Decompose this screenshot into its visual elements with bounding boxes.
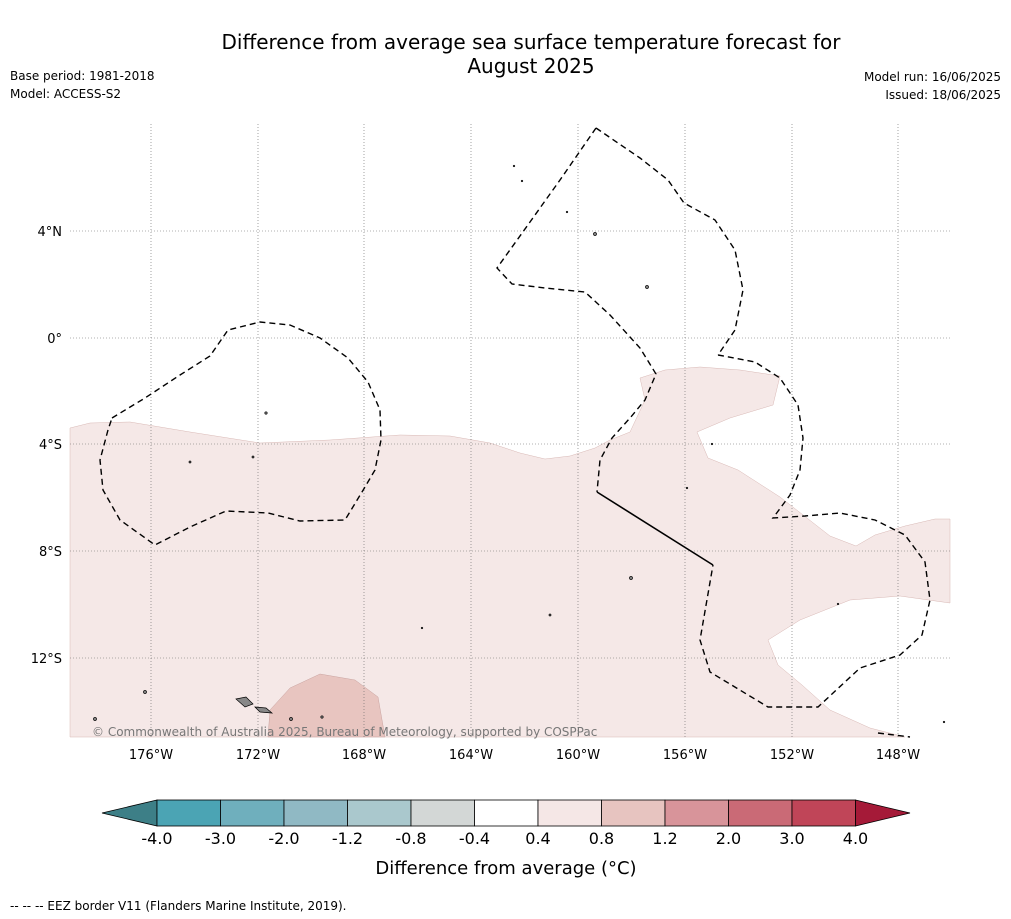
lat-tick-label: 12°S: [31, 652, 62, 667]
eez-border-solid: [596, 491, 714, 566]
colorbar-segment: [537, 799, 602, 827]
island-dot: [645, 285, 649, 289]
lon-tick-label: 160°W: [556, 748, 600, 763]
island-dot: [629, 576, 633, 580]
lat-tick-label: 4°S: [39, 438, 62, 453]
lon-tick-label: 164°W: [449, 748, 493, 763]
colorbar-extend-low: [101, 799, 158, 827]
colorbar-tick-label: -1.2: [332, 829, 363, 848]
island-dot: [548, 613, 552, 617]
lon-tick-label: 176°W: [129, 748, 173, 763]
colorbar-label: Difference from average (°C): [375, 858, 636, 879]
island-dot: [942, 720, 946, 724]
colorbar-segment: [728, 799, 793, 827]
island-dot: [420, 626, 424, 630]
colorbar-tick-label: 1.2: [652, 829, 677, 848]
island-dot: [836, 602, 840, 606]
island-dot: [188, 460, 192, 464]
island-samoa-small: [254, 706, 274, 714]
lon-tick-label: 156°W: [663, 748, 707, 763]
colorbar-segment: [664, 799, 729, 827]
island-dot: [264, 411, 268, 415]
lon-tick-label: 168°W: [342, 748, 386, 763]
colorbar: -4.0 -3.0 -2.0 -1.2 -0.8 -0.4 0.4 0.8 1.2 2.0 3.0 4…: [101, 799, 911, 848]
colorbar-segment: [601, 799, 666, 827]
island-samoa-large: [235, 696, 254, 708]
copyright-text: © Commonwealth of Australia 2025, Bureau…: [92, 725, 597, 739]
island-dot: [593, 232, 597, 236]
eez-border-south-east: [877, 732, 911, 738]
colorbar-tick-label: -4.0: [141, 829, 172, 848]
anomaly-region-0-4-to-0-8: [69, 366, 951, 738]
colorbar-segment: [283, 799, 348, 827]
meta-right: Model run: 16/06/2025 Issued: 18/06/2025: [864, 68, 1001, 104]
colorbar-tick-label: 0.4: [525, 829, 550, 848]
base-period: Base period: 1981-2018: [10, 69, 155, 83]
eez-borders: [99, 127, 931, 738]
island-dot: [512, 164, 516, 168]
colorbar-tick-label: 0.8: [589, 829, 614, 848]
colorbar-tick-label: -0.4: [459, 829, 490, 848]
island-dot: [520, 179, 524, 183]
model-run: Model run: 16/06/2025: [863, 70, 1001, 84]
island-dot: [251, 455, 255, 459]
footer-note: -- -- -- EEZ border V11 (Flanders Marine…: [10, 899, 347, 913]
island-dot: [93, 717, 97, 721]
chart-title: Difference from average sea surface temp…: [0, 30, 1011, 78]
colorbar-segment: [156, 799, 221, 827]
islands: [93, 164, 946, 724]
colorbar-segment: [474, 799, 539, 827]
island-dot: [685, 486, 689, 490]
lat-tick-label: 4°N: [38, 225, 63, 240]
colorbar-segment: [347, 799, 412, 827]
anomaly-region-0-8-to-1-2: [267, 673, 386, 738]
issued-date: Issued: 18/06/2025: [885, 88, 1001, 102]
lon-tick-label: 172°W: [236, 748, 280, 763]
island-dot: [289, 717, 293, 721]
colorbar-tick-label: -0.8: [395, 829, 426, 848]
lon-tick-label: 152°W: [770, 748, 814, 763]
colorbar-tick-label: 4.0: [843, 829, 868, 848]
colorbar-tick-label: -3.0: [205, 829, 236, 848]
island-dot: [320, 715, 324, 719]
lon-ticks: 176°W 172°W 168°W 164°W 160°W 156°W 152°…: [129, 748, 920, 763]
island-dot: [710, 442, 714, 446]
lat-tick-label: 8°S: [39, 545, 62, 560]
island-dot: [565, 210, 569, 214]
model-name: Model: ACCESS-S2: [10, 87, 122, 101]
colorbar-tick-label: -2.0: [268, 829, 299, 848]
lon-tick-label: 148°W: [876, 748, 920, 763]
chart-title-line: Difference from average sea surface temp…: [221, 30, 841, 54]
colorbar-segment: [791, 799, 856, 827]
eez-border-west: [99, 321, 382, 546]
grid: [70, 124, 950, 737]
eez-border-east: [699, 354, 931, 708]
chart-title-line: August 2025: [467, 54, 595, 78]
colorbar-segment: [410, 799, 475, 827]
colorbar-segment: [220, 799, 285, 827]
colorbar-extend-high: [855, 799, 911, 827]
lat-tick-label: 0°: [47, 332, 62, 347]
lat-ticks: 4°N 0° 4°S 8°S 12°S: [31, 225, 62, 667]
eez-border-north-west: [496, 127, 657, 493]
colorbar-tick-label: 2.0: [716, 829, 741, 848]
meta-left: Base period: 1981-2018 Model: ACCESS-S2: [10, 67, 155, 103]
colorbar-tick-label: 3.0: [779, 829, 804, 848]
eez-border-north: [595, 127, 744, 356]
island-dot: [143, 690, 147, 694]
